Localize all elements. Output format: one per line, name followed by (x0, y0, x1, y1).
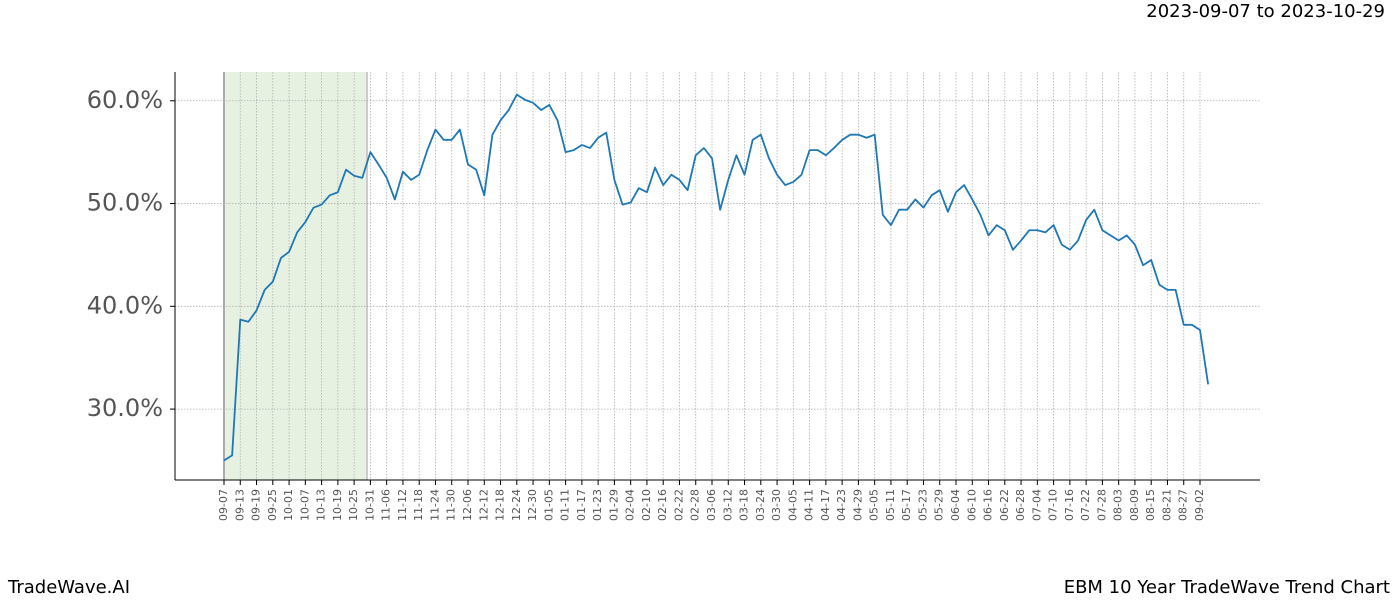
x-tick-label: 04-23 (835, 489, 848, 521)
x-tick-label: 10-01 (282, 489, 295, 521)
x-tick-label: 01-29 (607, 489, 620, 521)
x-tick-label: 09-02 (1193, 489, 1206, 521)
x-tick-label: 06-22 (998, 489, 1011, 521)
line (223, 93, 1210, 462)
x-tick-label: 02-10 (640, 489, 653, 521)
y-tick-label: 50.0% (87, 189, 163, 217)
x-tick-label: 12-06 (461, 489, 474, 521)
x-tick-label: 08-27 (1177, 489, 1190, 521)
x-tick-label: 07-04 (1030, 489, 1043, 521)
x-tick-label: 11-18 (412, 489, 425, 521)
x-tick-label: 12-12 (477, 489, 490, 521)
x-tick-label: 05-23 (916, 489, 929, 521)
x-tick-label: 09-25 (266, 489, 279, 521)
x-tick-label: 07-28 (1095, 489, 1108, 521)
x-tick-label: 03-30 (770, 489, 783, 521)
x-tick-label: 05-05 (868, 489, 881, 521)
x-tick-label: 04-05 (786, 489, 799, 521)
y-tick-label: 40.0% (87, 291, 163, 319)
x-tick-label: 12-18 (494, 489, 507, 521)
x-tick-label: 08-03 (1112, 489, 1125, 521)
x-tick-label: 08-09 (1128, 489, 1141, 521)
x-tick-label: 04-17 (819, 489, 832, 521)
x-tick-label: 01-17 (575, 489, 588, 521)
x-tick-label: 07-10 (1047, 489, 1060, 521)
x-tick-label: 10-19 (331, 489, 344, 521)
x-tick-label: 02-16 (656, 489, 669, 521)
x-tick-label: 03-18 (738, 489, 751, 521)
x-tick-label: 10-13 (315, 489, 328, 521)
x-tick-label: 04-11 (803, 489, 816, 521)
x-tick-label: 01-11 (559, 489, 572, 521)
x-tick-label: 02-22 (672, 489, 685, 521)
x-tick-label: 05-17 (900, 489, 913, 521)
x-tick-label: 12-24 (510, 489, 523, 521)
x-tick-label: 06-16 (982, 489, 995, 521)
x-tick-label: 09-13 (233, 489, 246, 521)
x-tick-label: 08-15 (1144, 489, 1157, 521)
subtitle: 2023-09-07 to 2023-10-29 (1146, 1, 1385, 22)
x-tick-label: 05-11 (884, 489, 897, 521)
x-tick-label: 03-06 (705, 489, 718, 521)
x-tick-label: 05-29 (933, 489, 946, 521)
x-tick-label: 03-24 (754, 489, 767, 521)
source: TradeWave.AI (7, 577, 130, 598)
x-tick-label: 09-19 (250, 489, 263, 521)
x-tick-label: 10-31 (363, 489, 376, 521)
x-tick-label: 07-22 (1079, 489, 1092, 521)
x-tick-label: 06-10 (965, 489, 978, 521)
x-tick-label: 11-12 (396, 489, 409, 521)
y-tick-label: 30.0% (87, 394, 163, 422)
x-tick-label: 02-28 (689, 489, 702, 521)
x-tick-label: 06-04 (949, 489, 962, 521)
x-tick-label: 08-21 (1160, 489, 1173, 521)
x-tick-label: 10-07 (298, 489, 311, 521)
grid (175, 72, 1260, 480)
x-tick-label: 02-04 (624, 489, 637, 521)
x-tick-label: 01-05 (542, 489, 555, 521)
x-tick-label: 12-30 (526, 489, 539, 521)
x-tick-label: 09-07 (217, 489, 230, 521)
x-tick-label: 10-25 (347, 489, 360, 521)
x-tick-label: 06-28 (1014, 489, 1027, 521)
highlight-region (224, 72, 367, 480)
x-tick-label: 07-16 (1063, 489, 1076, 521)
chart-title: EBM 10 Year TradeWave Trend Chart (1064, 577, 1390, 598)
x-tick-label: 01-23 (591, 489, 604, 521)
x-tick-label: 03-12 (721, 489, 734, 521)
x-tick-label: 11-06 (380, 489, 393, 521)
x-tick-label: 11-24 (428, 489, 441, 521)
y-tick-label: 60.0% (87, 86, 163, 114)
x-tick-label: 11-30 (445, 489, 458, 521)
x-tick-label: 04-29 (851, 489, 864, 521)
